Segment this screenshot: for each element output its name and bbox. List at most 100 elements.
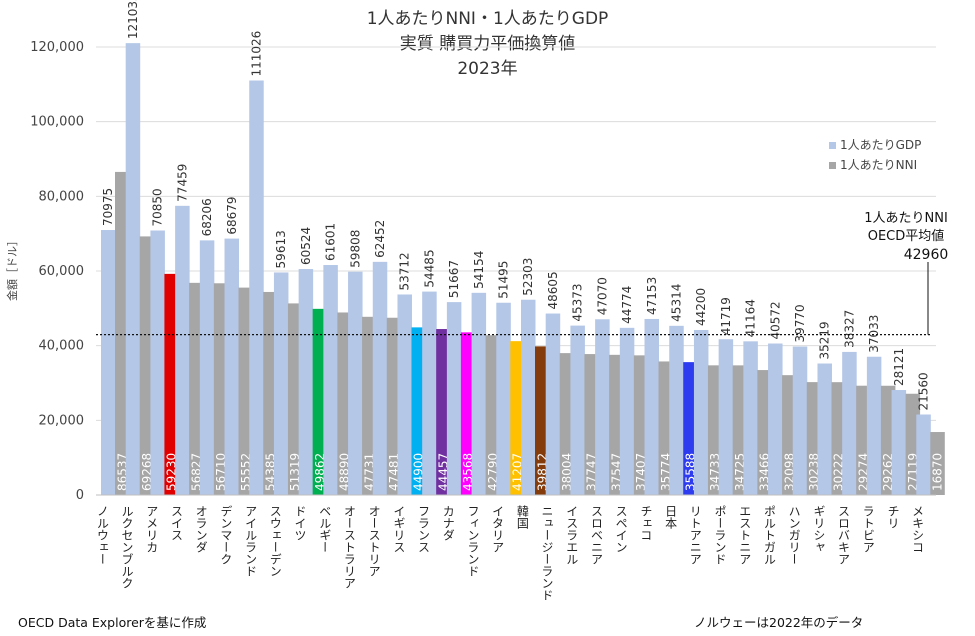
gdp-bar xyxy=(224,238,240,496)
x-category-label: メキシコ xyxy=(911,505,925,553)
gdp-data-label: 35219 xyxy=(818,321,832,359)
gdp-data-label: 77459 xyxy=(175,164,189,202)
gdp-data-label: 51495 xyxy=(497,261,511,299)
y-tick-label: 0 xyxy=(76,488,84,503)
gdp-data-label: 54154 xyxy=(472,251,486,289)
oecd-average-label: 1人あたりNNI xyxy=(864,211,948,226)
x-category-label: ノルウェー xyxy=(95,505,109,565)
gdp-data-label: 47153 xyxy=(645,277,659,315)
gdp-bar xyxy=(446,302,462,495)
gdp-bar xyxy=(348,271,363,495)
x-category-label: オランダ xyxy=(194,505,208,553)
x-category-label: チリ xyxy=(886,505,900,529)
gdp-data-label: 54485 xyxy=(422,249,436,287)
x-category-label: デンマーク xyxy=(219,505,233,565)
nni-bar xyxy=(930,432,945,495)
gdp-bar xyxy=(372,261,388,495)
chart-title-line-1: 1人あたりNNI・1人あたりGDP xyxy=(366,9,609,29)
gdp-data-label: 111026 xyxy=(249,31,263,77)
x-category-label: リトアニア xyxy=(688,505,702,565)
gdp-bar xyxy=(743,341,758,495)
x-category-label: ポーランド xyxy=(713,505,727,565)
x-category-label: チェコ xyxy=(639,505,653,541)
gdp-bar xyxy=(817,363,832,495)
x-category-label: カナダ xyxy=(441,505,455,541)
x-category-label: フィンランド xyxy=(466,505,480,577)
x-category-label: オーストラリア xyxy=(342,505,356,589)
gdp-bar xyxy=(570,325,585,495)
gdp-data-label: 70850 xyxy=(151,188,165,226)
gdp-data-label: 51667 xyxy=(447,260,461,298)
x-category-label: イタリア xyxy=(491,505,505,553)
gdp-data-label: 59808 xyxy=(348,230,362,268)
gdp-data-label: 47070 xyxy=(595,277,609,315)
x-category-label: ポルトガル xyxy=(762,505,776,565)
x-category-label: オーストリア xyxy=(367,505,381,577)
gdp-data-label: 70975 xyxy=(101,188,115,226)
gdp-data-label: 60524 xyxy=(299,227,313,265)
x-category-label: ベルギー xyxy=(318,505,332,553)
gdp-bar xyxy=(249,80,264,495)
gdp-bar xyxy=(199,240,215,495)
y-tick-label: 60,000 xyxy=(39,264,85,279)
gdp-bar xyxy=(669,325,684,495)
gdp-data-label: 121033 xyxy=(126,0,140,39)
gdp-data-label: 37033 xyxy=(867,315,881,353)
gdp-data-label: 44774 xyxy=(620,286,634,324)
legend-swatch-nni xyxy=(829,162,836,169)
gdp-bar xyxy=(792,346,808,495)
gdp-bar xyxy=(619,327,635,495)
gdp-bar xyxy=(644,318,660,495)
legend-label-gdp: 1人あたりGDP xyxy=(840,138,921,152)
gdp-bar xyxy=(150,230,165,495)
x-category-label: スロバキア xyxy=(837,505,851,565)
y-tick-label: 20,000 xyxy=(39,413,85,428)
gdp-bar xyxy=(842,351,857,495)
y-tick-label: 80,000 xyxy=(39,189,85,204)
gdp-data-label: 62452 xyxy=(373,220,387,258)
gdp-bar xyxy=(101,230,116,495)
gdp-bar xyxy=(693,329,709,495)
gdp-bar xyxy=(718,339,734,495)
gdp-bar xyxy=(916,414,931,495)
x-category-label: エストニア xyxy=(738,505,752,565)
gdp-data-label: 41719 xyxy=(719,297,733,335)
gdp-data-label: 68679 xyxy=(225,196,239,234)
gdp-data-label: 21560 xyxy=(917,372,931,410)
x-category-label: ハンガリー xyxy=(787,505,801,565)
x-category-label: イギリス xyxy=(392,505,406,553)
oecd-average-label: OECD平均値 xyxy=(868,228,945,244)
legend-label-nni: 1人あたりNNI xyxy=(840,158,917,172)
oecd-average-value: 42960 xyxy=(904,247,949,263)
gdp-data-label: 48605 xyxy=(546,271,560,309)
gdp-bar xyxy=(125,43,141,496)
data-year-note: ノルウェーは2022年のデータ xyxy=(694,615,864,630)
gdp-bar xyxy=(891,390,907,495)
gdp-data-label: 61601 xyxy=(324,223,338,261)
chart-title-line-3: 2023年 xyxy=(457,59,518,79)
gdp-data-label: 52303 xyxy=(521,258,535,296)
legend-swatch-gdp xyxy=(829,142,836,149)
gdp-bar xyxy=(298,269,314,495)
gdp-bar xyxy=(397,294,412,495)
gdp-data-label: 39770 xyxy=(793,304,807,342)
gdp-data-label: 45314 xyxy=(669,284,683,322)
y-tick-label: 100,000 xyxy=(30,115,84,130)
gdp-bar xyxy=(323,265,338,495)
x-category-label: スウェーデン xyxy=(268,505,282,577)
x-category-label: ドイツ xyxy=(293,505,307,541)
gdp-data-label: 68206 xyxy=(200,198,214,236)
y-axis-label: 金額［ドル］ xyxy=(5,235,19,301)
source-note: OECD Data Explorerを基に作成 xyxy=(18,615,207,630)
gdp-data-label: 38327 xyxy=(842,310,856,348)
x-category-label: アメリカ xyxy=(145,505,159,553)
gdp-bar xyxy=(471,292,487,495)
x-category-label: スペイン xyxy=(614,505,628,553)
nni-data-label: 16870 xyxy=(931,453,945,491)
gdp-bar xyxy=(595,319,610,495)
gdp-bar xyxy=(545,313,561,495)
y-tick-label: 40,000 xyxy=(39,339,85,354)
x-category-label: アイルランド xyxy=(244,505,258,577)
gdp-bar xyxy=(273,272,289,495)
gdp-data-label: 41164 xyxy=(744,299,758,337)
